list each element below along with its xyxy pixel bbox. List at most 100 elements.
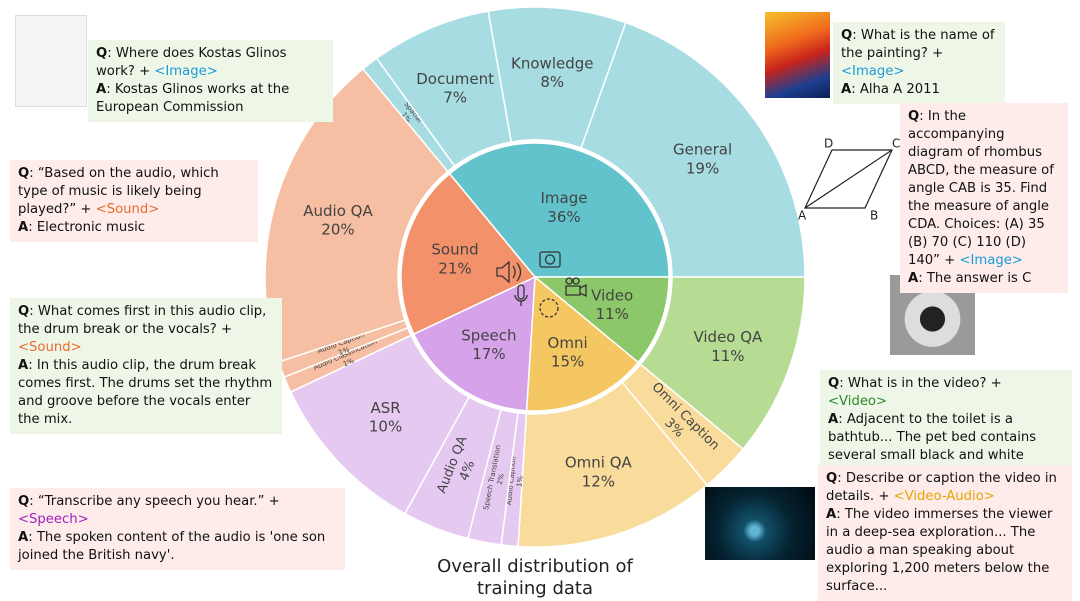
question-text: : What comes first in this audio clip, t… (18, 304, 267, 337)
slice-value: 2% (496, 473, 506, 486)
q-label: Q (96, 46, 108, 61)
chart-title-line-2: training data (477, 578, 593, 599)
a-label: A (908, 271, 919, 286)
question-text: : “Transcribe any speech you hear.” + (29, 494, 280, 509)
question-text: : Where does Kostas Glinos work? + (96, 46, 287, 79)
rhombus-diagram: A B C D (798, 137, 900, 223)
slice-name: Video QA (693, 328, 763, 346)
omni-icon (539, 298, 559, 318)
answer: A: Electronic music (18, 219, 250, 237)
document-image (15, 15, 87, 107)
slice-name: Sound (431, 240, 478, 258)
slice-value: 36% (547, 207, 580, 225)
slice-name: Omni (548, 333, 588, 351)
slice-label: Sound 21% (431, 240, 478, 277)
slice-label: Speech 17% (461, 326, 516, 363)
inner-slice (532, 276, 670, 364)
slice-label: Video QA 11% (693, 328, 763, 365)
slice-value: 7% (443, 88, 467, 106)
q-label: Q (18, 494, 30, 509)
answer-text: : The spoken content of the audio is 'on… (18, 530, 326, 563)
slice-value: 1% (337, 346, 351, 357)
deep-sea-image (705, 487, 815, 560)
answer-text: : The video immerses the viewer in a dee… (826, 507, 1053, 594)
slice-label: Audio QA 20% (303, 201, 373, 238)
a-label: A (826, 507, 837, 522)
question-text: : In the accompanying diagram of rhombus… (908, 109, 1054, 268)
modality-tag: <Video> (828, 394, 888, 409)
video-icon (565, 277, 587, 298)
question-text: : What is in the video? + (839, 376, 1002, 391)
modality-tag: <Image> (841, 64, 905, 79)
outer-slice (264, 67, 449, 363)
inner-slice (412, 275, 536, 412)
answer: A: The video immerses the viewer in a de… (826, 506, 1064, 596)
slice-name: Document (416, 69, 494, 87)
a-label: A (18, 358, 29, 373)
answer-text: : Kostas Glinos works at the European Co… (96, 82, 290, 115)
callout-box: Q: Describe or caption the video in deta… (818, 465, 1072, 601)
question: Q: Where does Kostas Glinos work? + <Ima… (96, 45, 325, 81)
q-label: Q (841, 28, 853, 43)
q-label: Q (18, 166, 30, 181)
answer-text: : In this audio clip, the drum break com… (18, 358, 273, 427)
slice-value: 4% (456, 458, 478, 483)
slice-name: General (673, 140, 732, 158)
answer-text: : Electronic music (28, 220, 146, 235)
question-text: : Describe or caption the video in detai… (826, 471, 1057, 504)
slice-label: Omni 15% (548, 333, 588, 370)
callout-box: Q: “Transcribe any speech you hear.” + <… (10, 488, 345, 570)
a-label: A (841, 82, 852, 97)
question: Q: In the accompanying diagram of rhombu… (908, 108, 1060, 270)
slice-name: Knowledge (511, 54, 593, 72)
a-label: A (828, 412, 839, 427)
question: Q: “Transcribe any speech you hear.” + <… (18, 493, 337, 529)
answer-text: : Alha A 2011 (851, 82, 940, 97)
speaker-icon (496, 260, 522, 284)
icons (496, 251, 587, 318)
modality-tag: <Video-Audio> (893, 489, 995, 504)
vertex-label: B (870, 209, 878, 223)
question: Q: What comes first in this audio clip, … (18, 303, 274, 357)
modality-tag: <Sound> (18, 340, 82, 355)
slice-value: 15% (551, 352, 584, 370)
callout-box: Q: Where does Kostas Glinos work? + <Ima… (88, 40, 333, 122)
question: Q: What is the name of the painting? + <… (841, 27, 997, 81)
slice-name: Omni QA (565, 453, 633, 471)
slice-name: Audio QA (303, 201, 373, 219)
answer: A: The answer is C (908, 270, 1060, 288)
slice-value: 20% (321, 220, 354, 238)
callout-box: Q: In the accompanying diagram of rhombu… (900, 103, 1068, 293)
callout-box: Q: What is the name of the painting? + <… (833, 22, 1005, 104)
slice-name: Speech (461, 326, 516, 344)
sunburst: Spatial1%Document 7%Knowledge 8%General 19%… (264, 6, 806, 548)
slice-value: 12% (582, 472, 615, 490)
callout-box: Q: What comes first in this audio clip, … (10, 298, 282, 434)
inner-slice (400, 172, 537, 336)
modality-tag: <Image> (154, 64, 218, 79)
modality-tag: <Speech> (18, 512, 89, 527)
painting-image (765, 12, 830, 98)
mic-icon (514, 284, 528, 306)
vertex-label: C (892, 137, 900, 151)
q-label: Q (908, 109, 920, 124)
slice-label: General 19% (673, 140, 732, 177)
slice-value: 8% (540, 73, 564, 91)
answer: A: In this audio clip, the drum break co… (18, 357, 274, 429)
slice-label: Knowledge 8% (511, 54, 593, 91)
slice-value: 11% (595, 305, 628, 323)
answer-text: : The answer is C (918, 271, 1032, 286)
slice-label: ASR 10% (369, 398, 402, 435)
q-label: Q (826, 471, 838, 486)
question: Q: Describe or caption the video in deta… (826, 470, 1064, 506)
answer: A: Kostas Glinos works at the European C… (96, 81, 325, 117)
a-label: A (18, 530, 29, 545)
a-label: A (18, 220, 29, 235)
vertex-label: A (798, 209, 807, 223)
slice-value: 1% (516, 475, 525, 487)
slice-value: 19% (686, 159, 719, 177)
q-label: Q (18, 304, 30, 319)
slice-name: Image (540, 189, 587, 207)
slice-label: Document 7% (416, 69, 494, 106)
